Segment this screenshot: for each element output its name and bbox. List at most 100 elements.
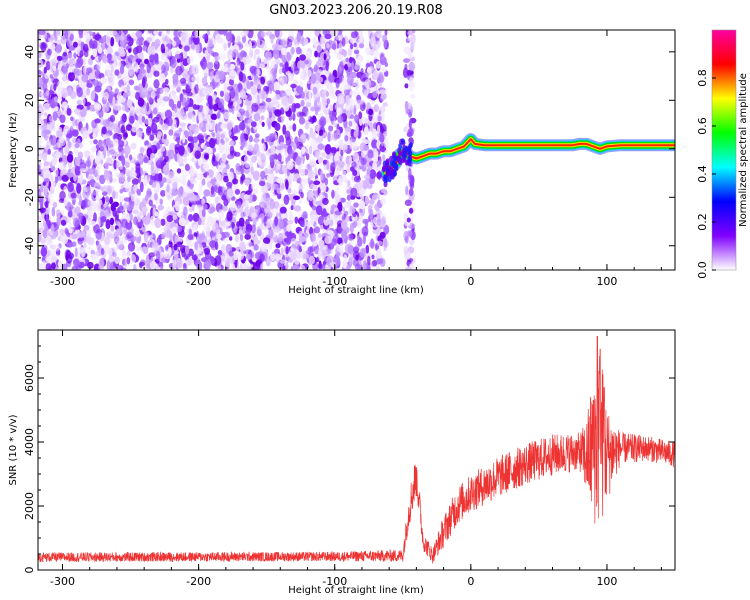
spectrogram-noise-cell	[382, 102, 389, 107]
spectrogram-noise-cell	[123, 226, 128, 235]
spectrogram-noise-cell	[132, 57, 136, 66]
spectrogram-noise-cell	[311, 139, 318, 148]
spectrogram-noise-cell	[109, 261, 117, 270]
spectrogram-noise-cell	[406, 131, 413, 138]
spectrogram-noise-cell	[331, 189, 335, 199]
spectrogram-noise-cell	[115, 161, 120, 169]
spectrogram-noise-cell	[370, 198, 374, 209]
spectrogram-noise-cell	[318, 157, 322, 164]
spectrogram-noise-cell	[166, 184, 170, 193]
spectrogram-noise-cell	[185, 258, 192, 266]
spectrogram-noise-cell	[384, 30, 388, 36]
spectrogram-noise-cell	[275, 243, 281, 249]
spectrogram-noise-cell	[91, 119, 97, 129]
spectrogram-noise-cell	[185, 245, 190, 255]
spectrogram-noise-cell	[405, 185, 409, 196]
spectrogram-noise-cell	[132, 264, 137, 270]
spectrogram-noise-cell	[83, 43, 89, 52]
spectrogram-noise-cell	[134, 230, 141, 238]
spectrogram-noise-cell	[79, 162, 87, 171]
spectrogram-noise-cell	[79, 142, 83, 149]
spectrogram-noise-cell	[299, 54, 306, 61]
spectrogram-noise-cell	[45, 235, 52, 246]
spectrogram-noise-cell	[56, 30, 61, 36]
spectrogram-noise-cell	[259, 253, 265, 262]
spectrogram-noise-cell	[110, 203, 116, 212]
spectrogram-noise-cell	[353, 175, 361, 183]
spectrogram-noise-cell	[144, 58, 149, 65]
spectrogram-noise-cell	[68, 228, 73, 234]
spectrogram-noise-cell	[115, 37, 120, 43]
spectrogram-noise-cell	[246, 81, 252, 90]
spectrogram-noise-cell	[255, 239, 261, 245]
spectrogram-noise-cell	[92, 47, 98, 58]
spectrogram-noise-cell	[279, 39, 287, 46]
spectrogram-noise-cell	[79, 50, 84, 58]
spectrogram-noise-cell	[143, 156, 149, 164]
spectrogram-noise-cell	[129, 154, 133, 161]
spectrogram-noise-cell	[121, 218, 129, 228]
spectrogram-noise-cell	[409, 239, 414, 246]
spectrogram-noise-cell	[370, 238, 375, 249]
spectrogram-noise-cell	[166, 215, 174, 223]
spectrogram-noise-cell	[376, 40, 381, 48]
spectrogram-noise-cell	[74, 165, 81, 176]
snr-xtick-label: -300	[50, 575, 75, 588]
spectrogram-noise-cell	[322, 197, 329, 206]
spectrogram-noise-cell	[160, 251, 164, 257]
spectrogram-noise-cell	[227, 59, 231, 68]
spectrogram-noise-cell	[106, 233, 114, 239]
spectrogram-noise-cell	[290, 83, 297, 89]
spectrogram-noise-cell	[217, 250, 223, 256]
spectrogram-xtick-label: -100	[322, 275, 347, 288]
spectrogram-onset-cell	[398, 151, 402, 158]
spectrogram-noise-cell	[159, 198, 163, 205]
spectrogram-noise-cell	[190, 200, 198, 206]
spectrogram-onset-cell	[407, 157, 412, 164]
spectrogram-noise-cell	[66, 242, 74, 248]
spectrogram-noise-cell	[112, 96, 116, 108]
spectrogram-noise-cell	[250, 121, 257, 128]
spectrogram-noise-cell	[259, 105, 266, 113]
spectrogram-noise-cell	[178, 127, 182, 133]
spectrogram-noise-cell	[364, 126, 369, 135]
spectrogram-noise-cell	[203, 247, 210, 255]
spectrogram-noise-cell	[105, 195, 109, 203]
spectrogram-noise-cell	[300, 70, 305, 78]
spectrogram-noise-cell	[286, 237, 292, 245]
spectrogram-noise-cell	[49, 74, 53, 79]
spectrogram-noise-cell	[331, 132, 339, 141]
spectrogram-noise-cell	[207, 95, 213, 106]
spectrogram-noise-cell	[120, 115, 126, 124]
spectrogram-noise-cell	[40, 238, 47, 244]
spectrogram-noise-cell	[223, 30, 228, 36]
spectrogram-noise-cell	[349, 139, 353, 150]
spectrogram-noise-cell	[203, 189, 211, 197]
spectrogram-noise-cell	[114, 69, 120, 76]
spectrogram-noise-cell	[100, 77, 108, 84]
spectrogram-noise-cell	[107, 170, 113, 181]
spectrogram-noise-cell	[349, 205, 356, 214]
spectrogram-noise-cell	[293, 195, 300, 201]
spectrogram-noise-cell	[278, 68, 282, 74]
spectrogram-noise-cell	[195, 43, 200, 54]
spectrogram-noise-cell	[161, 64, 166, 74]
spectrogram-noise-cell	[319, 129, 324, 136]
spectrogram-noise-cell	[220, 39, 226, 47]
spectrogram-noise-cell	[236, 61, 240, 72]
spectrogram-noise-cell	[214, 57, 219, 65]
spectrogram-noise-cell	[302, 211, 308, 219]
spectrogram-noise-cell	[232, 49, 239, 58]
spectrogram-xtick-label: -200	[186, 275, 211, 288]
spectrogram-noise-cell	[209, 240, 217, 248]
spectrogram-noise-cell	[90, 178, 95, 188]
spectrogram-noise-cell	[240, 133, 245, 143]
snr-ytick-label: 0	[23, 567, 36, 574]
spectrogram-noise-cell	[316, 135, 324, 143]
spectrogram-noise-cell	[64, 145, 70, 155]
spectrogram-noise-cell	[219, 52, 227, 61]
spectrogram-noise-cell	[105, 64, 111, 72]
spectrogram-noise-cell	[280, 47, 288, 56]
spectrogram-noise-cell	[332, 234, 339, 244]
